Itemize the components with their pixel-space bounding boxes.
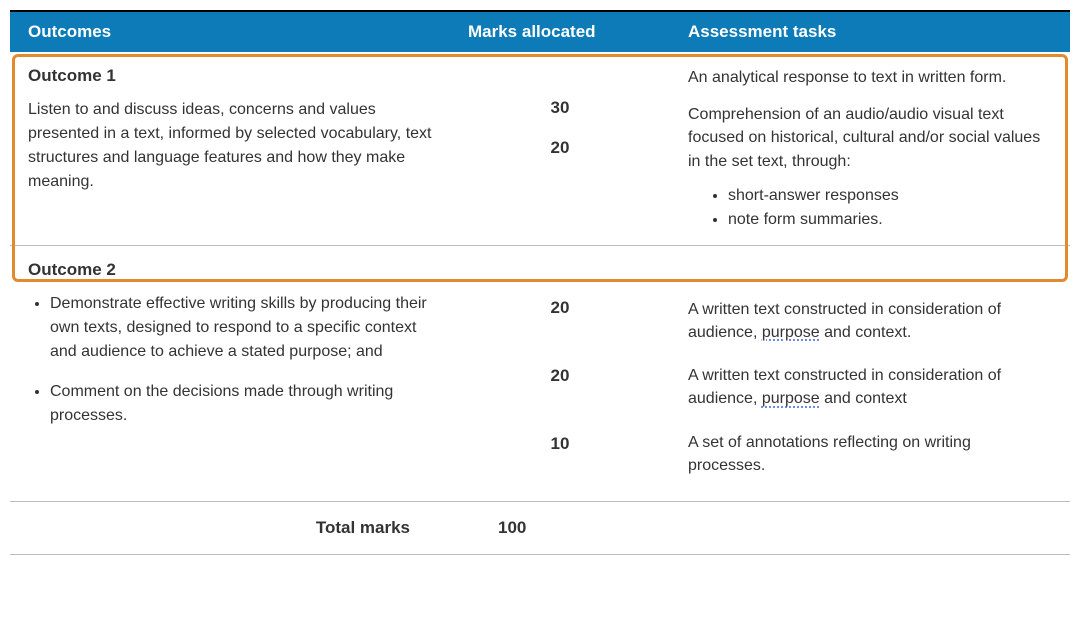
- outcome-2-task-3: A set of annotations reflecting on writi…: [688, 431, 1052, 477]
- outcome-2-task-2-sp: purpose: [762, 390, 820, 407]
- assessment-table: Outcomes Marks allocated Assessment task…: [10, 10, 1070, 555]
- header-marks: Marks allocated: [450, 22, 670, 42]
- outcome-2-tasks-cell: A written text constructed in considerat…: [670, 260, 1070, 491]
- outcome-1-row: Outcome 1 Listen to and discuss ideas, c…: [10, 52, 1070, 246]
- outcome-1-mark-2: 20: [551, 138, 570, 158]
- outcome-1-task-1: An analytical response to text in writte…: [688, 66, 1052, 89]
- outcome-2-marks-cell: 20 20 10: [450, 260, 670, 491]
- outcome-2-mark-2: 20: [551, 366, 570, 386]
- outcome-2-bullet-2: Comment on the decisions made through wr…: [50, 380, 432, 428]
- outcome-2-bullets: Demonstrate effective writing skills by …: [28, 292, 432, 428]
- outcome-1-mark-1: 30: [551, 98, 570, 118]
- outcome-2-task-1: A written text constructed in considerat…: [688, 298, 1052, 344]
- outcome-2-mark-1: 20: [551, 298, 570, 318]
- header-tasks: Assessment tasks: [670, 22, 1070, 42]
- outcome-1-task-bullet-1: short-answer responses: [728, 187, 1052, 205]
- outcome-1-task-bullets: short-answer responses note form summari…: [688, 187, 1052, 229]
- outcome-2-row: Outcome 2 Demonstrate effective writing …: [10, 246, 1070, 502]
- outcome-1-task-2: Comprehension of an audio/audio visual t…: [688, 103, 1052, 173]
- outcome-2-mark-3: 10: [551, 434, 570, 454]
- outcome-2-title: Outcome 2: [28, 260, 432, 280]
- total-label: Total marks: [10, 518, 450, 538]
- outcome-2-task-1-post: and context.: [820, 324, 912, 341]
- table-header-row: Outcomes Marks allocated Assessment task…: [10, 12, 1070, 52]
- outcome-1-description: Listen to and discuss ideas, concerns an…: [28, 98, 432, 194]
- outcome-1-marks-cell: 30 20: [450, 66, 670, 235]
- outcome-2-cell: Outcome 2 Demonstrate effective writing …: [10, 260, 450, 491]
- outcome-1-task-bullet-2: note form summaries.: [728, 211, 1052, 229]
- outcome-1-title: Outcome 1: [28, 66, 432, 86]
- header-outcomes: Outcomes: [10, 22, 450, 42]
- outcome-1-tasks-cell: An analytical response to text in writte…: [670, 66, 1070, 235]
- total-row: Total marks 100: [10, 502, 1070, 555]
- outcome-2-task-2: A written text constructed in considerat…: [688, 364, 1052, 410]
- outcome-1-cell: Outcome 1 Listen to and discuss ideas, c…: [10, 66, 450, 235]
- outcome-2-bullet-1: Demonstrate effective writing skills by …: [50, 292, 432, 364]
- outcome-2-task-1-sp: purpose: [762, 324, 820, 341]
- total-value: 100: [450, 518, 670, 538]
- outcome-2-task-2-post: and context: [820, 390, 907, 407]
